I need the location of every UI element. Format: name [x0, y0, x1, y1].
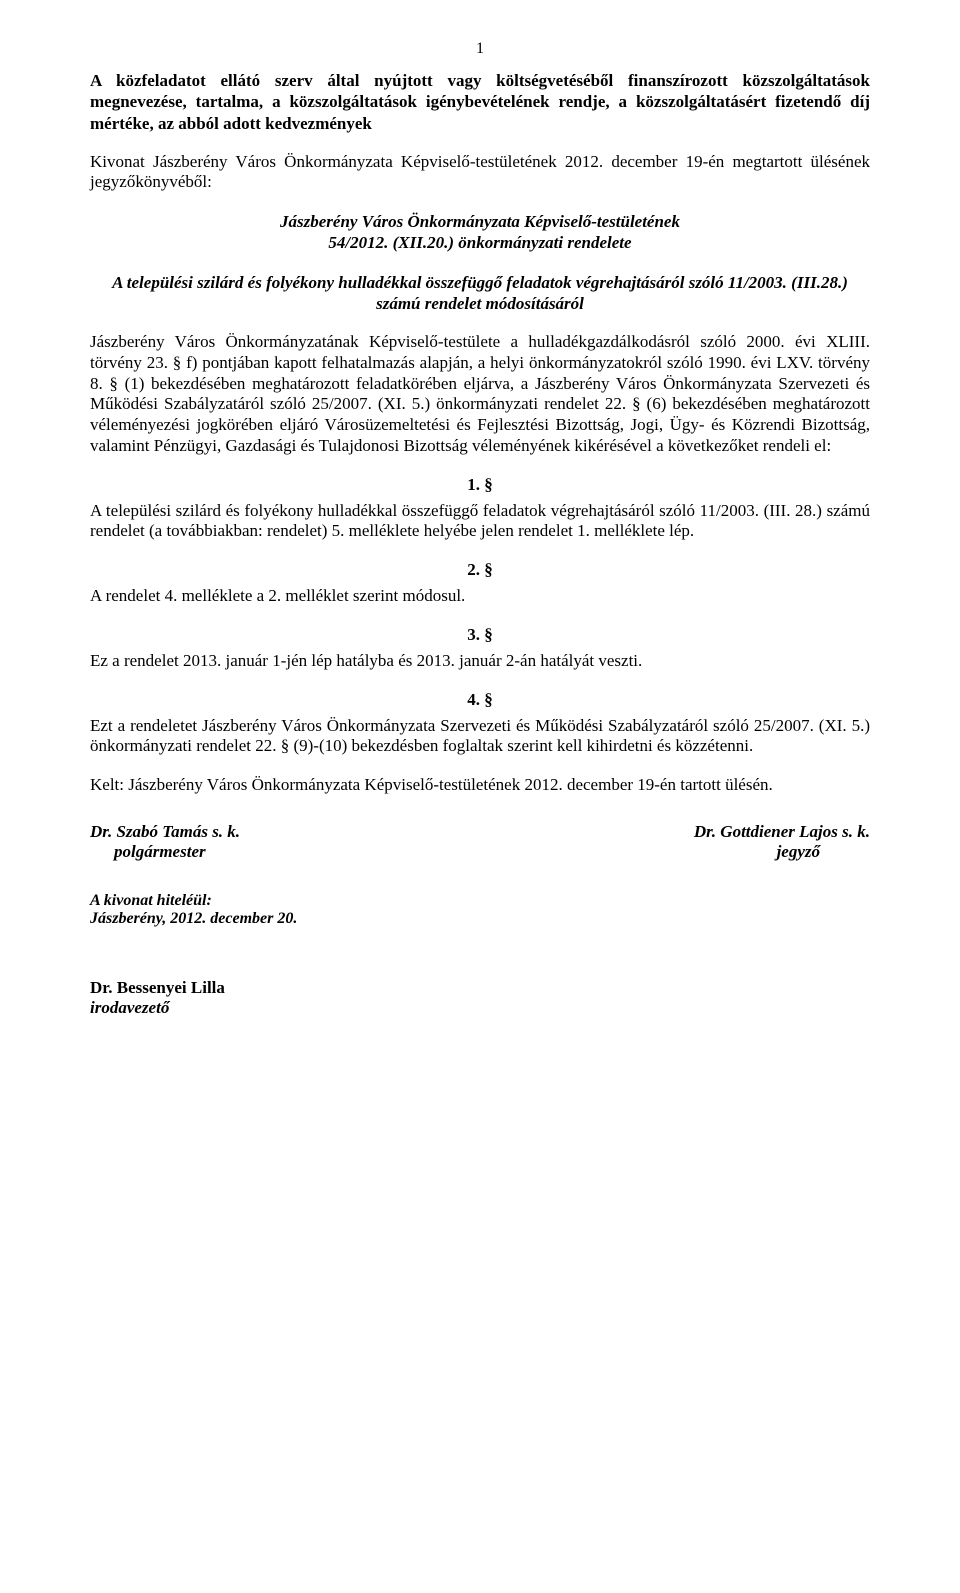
section-4-number: 4. § — [90, 690, 870, 710]
signature-row: Dr. Szabó Tamás s. k. polgármester Dr. G… — [90, 822, 870, 862]
signer-left-name: Dr. Szabó Tamás s. k. — [90, 822, 240, 842]
clerk-name: Dr. Bessenyei Lilla — [90, 978, 870, 998]
clerk-role: irodavezető — [90, 998, 870, 1018]
decree-title-line1: Jászberény Város Önkormányzata Képviselő… — [90, 211, 870, 232]
intro-paragraph: Kivonat Jászberény Város Önkormányzata K… — [90, 152, 870, 193]
section-2-number: 2. § — [90, 560, 870, 580]
decree-subject: A települési szilárd és folyékony hullad… — [90, 272, 870, 315]
section-1-number: 1. § — [90, 475, 870, 495]
attestation-block: A kivonat hiteléül: Jászberény, 2012. de… — [90, 892, 870, 928]
signature-right: Dr. Gottdiener Lajos s. k. jegyző — [694, 822, 870, 862]
document-heading: A közfeladatot ellátó szerv által nyújto… — [90, 70, 870, 134]
section-4-text: Ezt a rendeletet Jászberény Város Önkorm… — [90, 716, 870, 757]
section-2-text: A rendelet 4. melléklete a 2. melléklet … — [90, 586, 870, 607]
section-3-text: Ez a rendelet 2013. január 1-jén lép hat… — [90, 651, 870, 672]
attestation-place-date: Jászberény, 2012. december 20. — [90, 910, 870, 928]
section-3-number: 3. § — [90, 625, 870, 645]
document-page: 1 A közfeladatot ellátó szerv által nyúj… — [0, 0, 960, 1593]
signer-right-role: jegyző — [694, 842, 870, 862]
signature-left: Dr. Szabó Tamás s. k. polgármester — [90, 822, 240, 862]
decree-title-line2: 54/2012. (XII.20.) önkormányzati rendele… — [90, 232, 870, 253]
signer-right-name: Dr. Gottdiener Lajos s. k. — [694, 822, 870, 842]
attestation-label: A kivonat hiteléül: — [90, 892, 870, 910]
signer-left-role: polgármester — [90, 842, 240, 862]
preamble-paragraph: Jászberény Város Önkormányzatának Képvis… — [90, 332, 870, 456]
dated-line: Kelt: Jászberény Város Önkormányzata Kép… — [90, 775, 870, 796]
section-1-text: A települési szilárd és folyékony hullad… — [90, 501, 870, 542]
page-number: 1 — [90, 40, 870, 58]
clerk-block: Dr. Bessenyei Lilla irodavezető — [90, 978, 870, 1018]
